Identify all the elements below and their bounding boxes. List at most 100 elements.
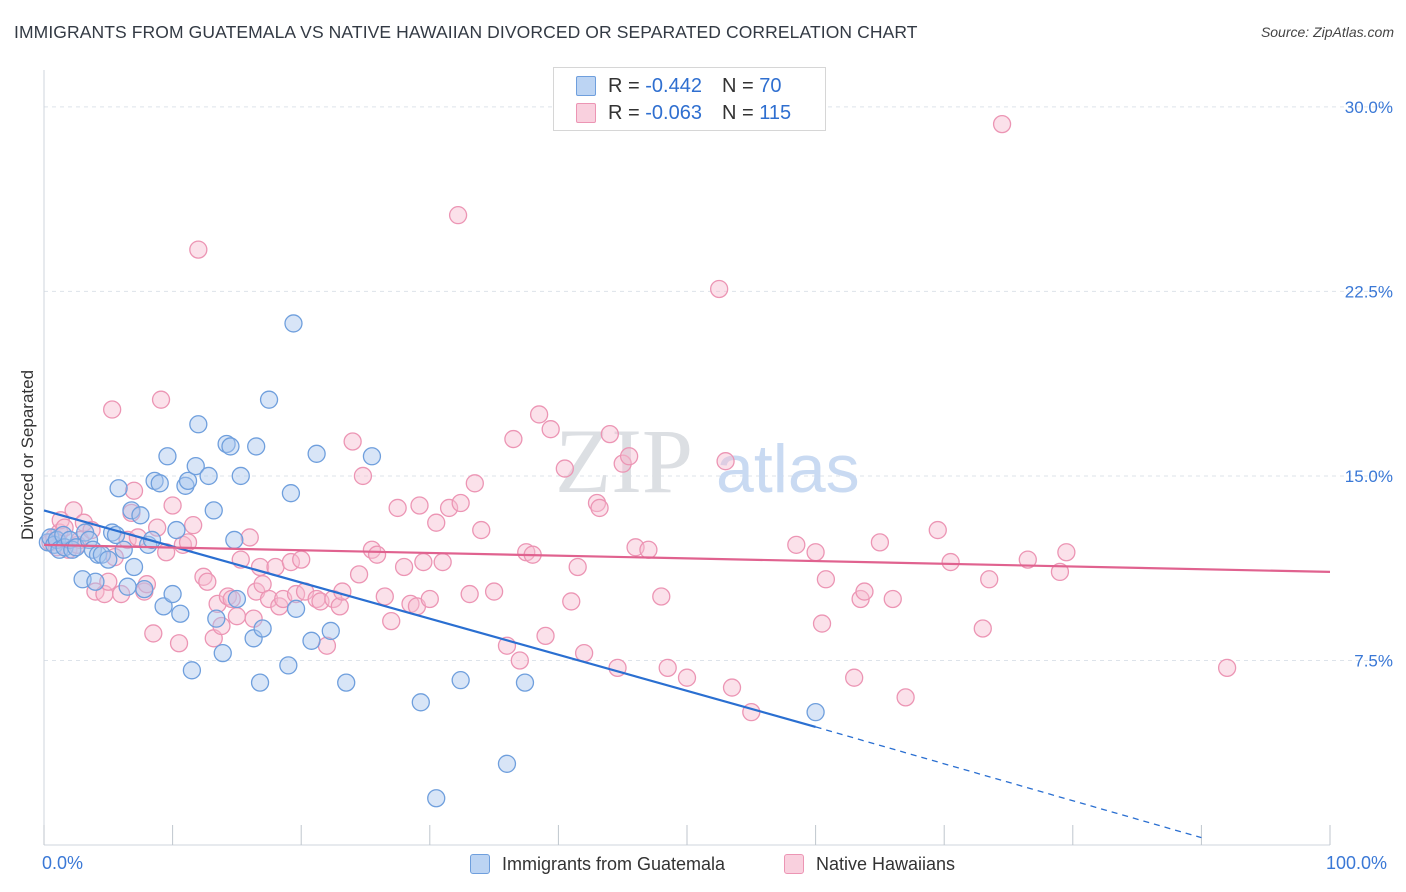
data-point — [169, 634, 189, 653]
data-point — [562, 592, 581, 611]
data-point — [279, 656, 298, 675]
data-point — [845, 668, 864, 687]
data-point — [439, 498, 459, 518]
data-point — [286, 599, 306, 618]
data-point — [394, 557, 414, 577]
data-point — [118, 577, 137, 596]
x-tick-label-max: 100.0% — [1326, 853, 1388, 873]
data-point — [855, 582, 874, 601]
data-point — [99, 572, 118, 591]
data-point — [349, 565, 369, 584]
data-point — [710, 279, 729, 299]
data-point — [928, 520, 947, 540]
legend-r-label: R = — [608, 101, 640, 124]
data-point — [427, 789, 446, 808]
data-point — [658, 658, 677, 678]
bottom-legend-label: Immigrants from Guatemala — [502, 853, 726, 874]
data-point — [411, 693, 430, 712]
legend-swatch-blue — [576, 76, 596, 96]
legend-swatch-pink — [576, 103, 596, 123]
data-point — [109, 479, 128, 498]
data-point — [79, 530, 99, 550]
y-tick-label: 30.0% — [1345, 98, 1393, 117]
data-point — [574, 643, 594, 663]
data-point — [259, 589, 279, 609]
data-point — [112, 584, 131, 604]
bottom-legend-guatemala: Immigrants from Guatemala — [470, 851, 725, 877]
watermark-atlas: atlas — [716, 431, 860, 507]
data-point — [812, 614, 832, 633]
data-point — [154, 597, 173, 616]
gridlines — [44, 106, 1392, 661]
data-point — [388, 498, 407, 518]
data-point — [171, 604, 190, 623]
bottom-legend-label: Native Hawaiians — [816, 853, 956, 874]
data-point — [321, 621, 340, 641]
chart-title: IMMIGRANTS FROM GUATEMALA VS NATIVE HAWA… — [14, 22, 918, 42]
data-point — [1057, 543, 1076, 562]
data-point — [722, 678, 742, 697]
data-point — [221, 437, 240, 456]
data-point — [247, 437, 266, 456]
data-point — [362, 447, 382, 466]
legend-row-hawaiians: R = -0.063 N = 115 — [576, 101, 791, 125]
data-point — [992, 114, 1012, 134]
data-point — [167, 520, 186, 540]
bottom-legend-swatch-blue — [470, 854, 490, 874]
data-point — [677, 668, 697, 687]
y-tick-label: 22.5% — [1345, 282, 1393, 301]
data-point — [124, 557, 144, 577]
data-point — [225, 530, 244, 550]
legend-r-value: -0.063 — [645, 101, 702, 124]
y-tick-label: 7.5% — [1354, 651, 1393, 670]
data-point — [448, 206, 468, 225]
data-point — [240, 528, 259, 547]
data-point — [420, 589, 439, 609]
data-point — [150, 474, 169, 493]
bottom-legend-hawaiians: Native Hawaiians — [784, 851, 955, 877]
data-point — [716, 452, 735, 471]
data-point — [250, 673, 270, 692]
data-point — [367, 545, 387, 564]
data-point — [99, 550, 118, 569]
data-point — [137, 575, 157, 594]
data-point — [353, 466, 373, 486]
data-point — [253, 619, 272, 638]
data-point — [213, 643, 232, 663]
data-point — [1018, 550, 1037, 569]
y-tick-label: 15.0% — [1345, 467, 1393, 486]
legend-row-guatemala: R = -0.442 N = 70 — [576, 74, 781, 98]
data-point — [189, 240, 208, 259]
data-point — [504, 429, 523, 449]
data-point — [555, 459, 574, 478]
data-point — [465, 474, 484, 493]
data-point — [207, 609, 226, 628]
data-point — [186, 456, 205, 476]
data-point — [208, 594, 227, 614]
data-point — [307, 444, 326, 463]
data-point — [973, 619, 992, 638]
data-point — [613, 454, 632, 473]
watermark: ZIP atlas — [555, 410, 860, 512]
data-point — [484, 582, 504, 601]
data-point — [198, 572, 217, 591]
data-point — [529, 405, 549, 424]
native-hawaiians-points — [41, 114, 1237, 722]
axes — [43, 70, 1331, 846]
data-point — [337, 673, 356, 692]
data-point — [103, 400, 122, 419]
data-point — [806, 702, 825, 722]
legend-r-value: -0.442 — [645, 74, 702, 97]
data-point — [941, 552, 960, 572]
y-axis-title: Divorced or Separated — [18, 369, 37, 541]
bottom-legend-swatch-pink — [784, 854, 804, 874]
trend-line-guatemala-extension — [815, 726, 1202, 839]
data-point — [163, 496, 182, 515]
data-point — [590, 498, 609, 518]
data-point — [619, 447, 639, 466]
trend-line-guatemala — [43, 509, 816, 728]
data-point — [568, 557, 587, 577]
data-point — [1050, 562, 1070, 582]
legend-n-label: N = — [721, 101, 754, 124]
